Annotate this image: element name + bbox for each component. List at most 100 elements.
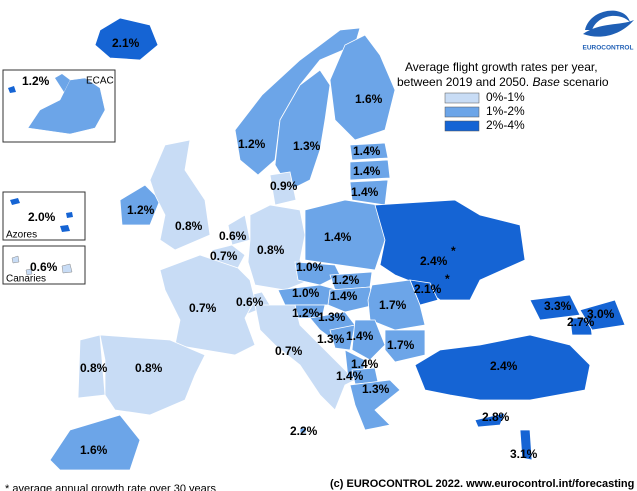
country <box>49 414 141 471</box>
logo-text: EUROCONTROL <box>583 45 634 52</box>
country <box>579 299 626 331</box>
legend-title: Average flight growth rates per year, <box>405 60 598 74</box>
country-label: 0.9% <box>270 179 298 193</box>
country <box>414 334 591 401</box>
country <box>367 279 426 331</box>
country <box>329 34 396 141</box>
country <box>269 171 297 206</box>
inset-shape <box>55 74 70 92</box>
inset-name: Azores <box>6 230 37 241</box>
inset-shape <box>10 198 73 232</box>
country <box>99 334 206 416</box>
country <box>119 184 161 226</box>
country-label: 1.4% <box>330 289 358 303</box>
inset-shape <box>27 77 106 135</box>
country-label: 2.2% <box>290 424 318 438</box>
inset-shape <box>11 255 73 276</box>
country-label: 1.3% <box>362 382 390 396</box>
legend: 0%-1%1%-2%2%-4% <box>444 90 525 132</box>
country <box>327 286 376 313</box>
country-label: 0.7% <box>189 301 217 315</box>
country-label: 1.3% <box>293 139 321 153</box>
country-label: 1.4% <box>351 357 379 371</box>
country-label: 2.1% <box>414 282 442 296</box>
country <box>474 412 506 428</box>
country-label: 1.2% <box>332 273 360 287</box>
country <box>349 159 391 181</box>
country-label: 1.4% <box>353 164 381 178</box>
country-label: 1.0% <box>292 286 320 300</box>
country-label: 3.1% <box>510 447 538 461</box>
inset-label: 1.2% <box>22 74 50 88</box>
country <box>299 427 307 434</box>
labels: 2.1%1.2% 1.3%1.6%1.4%1.4%1.4%0.9%1.2%0.8%… <box>80 36 615 461</box>
country-label: 0.8% <box>80 361 108 375</box>
copyright: (c) EUROCONTROL 2022. www.eurocontrol.in… <box>330 478 634 490</box>
country <box>569 317 593 336</box>
footnote: * average annual growth rate over 30 yea… <box>5 483 216 491</box>
logo: EUROCONTROL <box>583 10 634 52</box>
country-label: 1.3% <box>318 310 346 324</box>
inset-label: 0.6% <box>30 260 58 274</box>
inset-shape <box>8 86 16 93</box>
country <box>304 199 386 271</box>
country-label: 1.6% <box>80 443 108 457</box>
country-label: 0.8% <box>257 243 285 257</box>
country <box>254 304 356 411</box>
country-label: 1.0% <box>296 260 324 274</box>
country-label: 2.4% <box>420 254 448 268</box>
country-label: 1.2% <box>292 306 320 320</box>
country-label: 1.4% <box>353 144 381 158</box>
legend-label: 1%-2% <box>486 104 525 118</box>
country <box>329 324 356 351</box>
inset-name: Canaries <box>6 274 46 285</box>
country-label: 1.7% <box>379 298 407 312</box>
note-mark: * <box>445 272 450 286</box>
country <box>529 294 581 321</box>
country-label: 0.7% <box>210 249 238 263</box>
country-label: 3.3% <box>544 299 572 313</box>
country-label: 2.8% <box>482 410 510 424</box>
regions <box>49 17 626 471</box>
country-label: 0.8% <box>135 361 163 375</box>
country-label: 1.6% <box>355 92 383 106</box>
country-label: 1.4% <box>336 369 364 383</box>
country-label: 0.7% <box>275 344 303 358</box>
country-label: 2.4% <box>490 359 518 373</box>
country-label: 2.7% <box>567 315 595 329</box>
legend-label: 0%-1% <box>486 90 525 104</box>
country <box>159 254 256 356</box>
country <box>374 199 526 301</box>
legend-swatch <box>444 92 480 104</box>
country <box>349 379 401 431</box>
country <box>274 69 331 191</box>
country-label: 3.0% <box>587 307 615 321</box>
country <box>351 319 386 361</box>
legend-label: 2%-4% <box>486 118 525 132</box>
country-label: 1.4% <box>351 185 379 199</box>
country-label: 1.2% <box>127 203 155 217</box>
legend-swatch <box>444 120 480 132</box>
country-label: 0.6% <box>236 295 264 309</box>
country <box>149 139 211 251</box>
country-label: 2.1% <box>112 36 140 50</box>
country-label: 1.3% <box>317 332 345 346</box>
country-label: 1.2% <box>238 137 266 151</box>
country-label: 0.8% <box>175 219 203 233</box>
country <box>294 261 341 286</box>
inset-name: ECAC <box>86 76 114 87</box>
country-label: 1.7% <box>387 338 415 352</box>
note-mark: * <box>451 244 456 258</box>
country <box>349 142 389 161</box>
country <box>519 429 533 461</box>
country <box>384 329 426 363</box>
legend-swatch <box>444 106 480 118</box>
country-label: 0.6% <box>219 229 247 243</box>
country-label: 1.4% <box>324 230 352 244</box>
legend-title: between 2019 and 2050. Base scenario <box>397 75 609 89</box>
inset-label: 2.0% <box>28 210 56 224</box>
country-label: 1.4% <box>346 329 374 343</box>
country <box>94 17 159 61</box>
inset-frame <box>2 245 86 285</box>
